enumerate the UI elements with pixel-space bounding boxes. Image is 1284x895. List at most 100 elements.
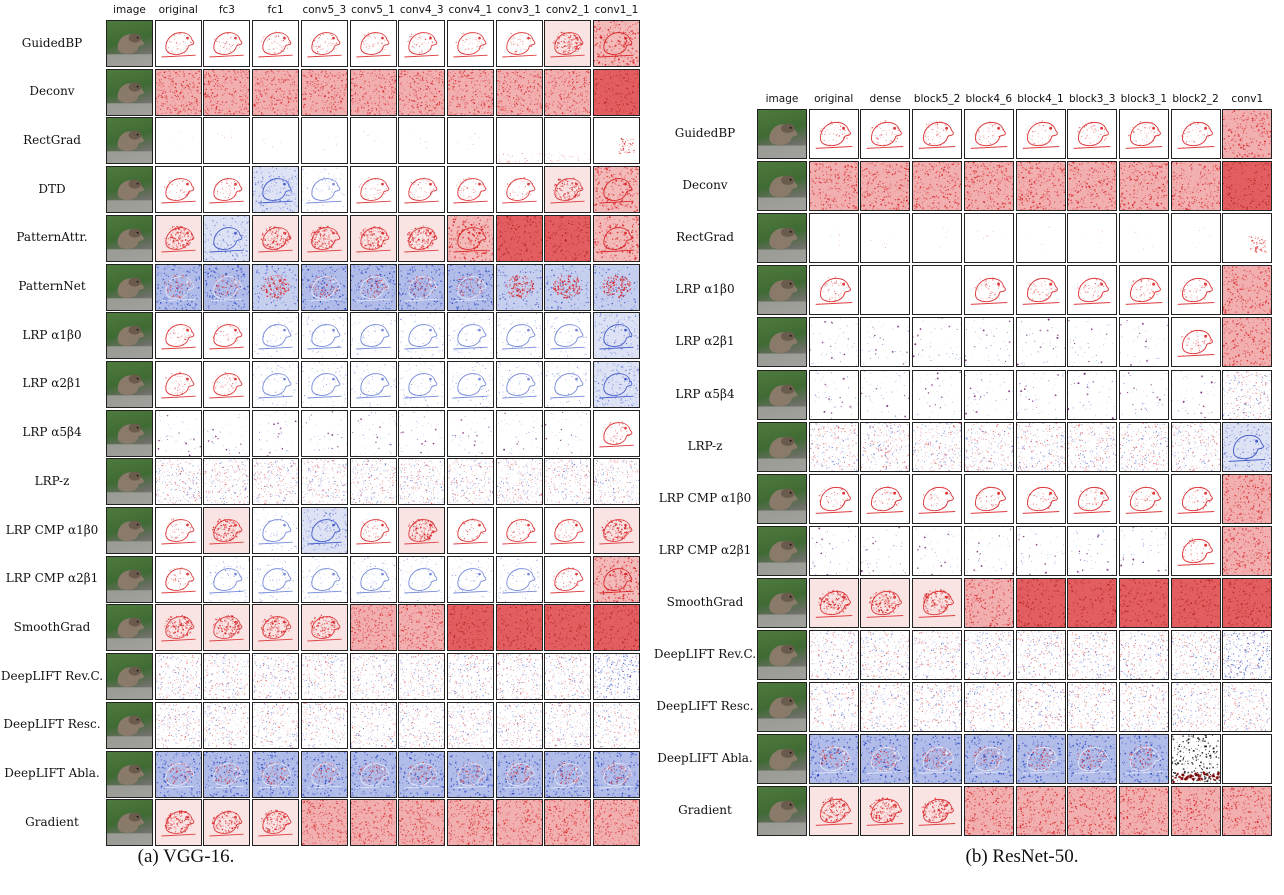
input-image-thumbnail <box>106 117 153 164</box>
attribution-map <box>544 751 591 798</box>
attribution-map <box>1171 526 1221 576</box>
heatmap <box>253 21 298 66</box>
heatmap <box>1223 214 1271 262</box>
heatmap <box>1223 110 1271 158</box>
attribution-map <box>912 682 962 732</box>
attribution-map <box>1222 317 1272 367</box>
bird-photo <box>758 371 806 419</box>
attribution-map <box>496 20 543 67</box>
bird-photo <box>107 313 152 358</box>
row-label: LRP α2β1 <box>645 334 765 348</box>
heatmap <box>810 735 858 783</box>
bird-photo <box>758 631 806 679</box>
heatmap <box>204 167 249 212</box>
attribution-map <box>350 799 397 846</box>
attribution-map <box>1222 474 1272 524</box>
bird-photo <box>758 110 806 158</box>
attribution-map <box>1119 109 1169 159</box>
attribution-map <box>301 751 348 798</box>
bird-photo <box>107 752 152 797</box>
heatmap <box>448 605 493 650</box>
heatmap <box>204 216 249 261</box>
attribution-map <box>809 474 859 524</box>
attribution-map <box>203 20 250 67</box>
attribution-map <box>301 166 348 213</box>
row-label: LRP-z <box>645 439 765 453</box>
heatmap <box>1223 683 1271 731</box>
heatmap <box>156 459 201 504</box>
heatmap <box>861 214 909 262</box>
attribution-map <box>544 799 591 846</box>
heatmap <box>302 557 347 602</box>
heatmap <box>253 800 298 845</box>
heatmap <box>497 118 542 163</box>
attribution-map <box>860 578 910 628</box>
heatmap <box>1068 631 1116 679</box>
attribution-map <box>252 702 299 749</box>
attribution-map <box>1171 734 1221 784</box>
attribution-map <box>496 702 543 749</box>
heatmap <box>399 118 444 163</box>
row-label: DeepLIFT Resc. <box>0 717 112 731</box>
heatmap <box>156 557 201 602</box>
attribution-map <box>1222 265 1272 315</box>
heatmap <box>351 70 396 115</box>
attribution-map <box>912 578 962 628</box>
heatmap <box>253 265 298 310</box>
input-image-thumbnail <box>106 69 153 116</box>
attribution-map <box>1119 370 1169 420</box>
heatmap <box>1172 423 1220 471</box>
attribution-map <box>1119 161 1169 211</box>
column-header: conv2_1 <box>544 4 591 16</box>
heatmap <box>253 362 298 407</box>
row-label: LRP α2β1 <box>0 376 112 390</box>
heatmap <box>1120 423 1168 471</box>
attribution-map <box>447 166 494 213</box>
column-header: block2_2 <box>1171 93 1221 105</box>
heatmap <box>594 411 639 456</box>
attribution-map <box>544 264 591 311</box>
heatmap <box>810 162 858 210</box>
attribution-map <box>203 653 250 700</box>
attribution-map <box>964 109 1014 159</box>
heatmap <box>253 118 298 163</box>
input-image-thumbnail <box>757 682 807 732</box>
heatmap <box>204 265 249 310</box>
attribution-map <box>203 410 250 457</box>
heatmap <box>965 371 1013 419</box>
heatmap <box>861 631 909 679</box>
attribution-map <box>1171 474 1221 524</box>
row-label: Gradient <box>0 815 112 829</box>
figure-caption: (a) VGG-16. <box>86 846 286 868</box>
attribution-map <box>350 312 397 359</box>
heatmap <box>204 459 249 504</box>
heatmap <box>399 70 444 115</box>
attribution-map <box>1119 786 1169 836</box>
attribution-map <box>1067 213 1117 263</box>
attribution-map <box>1171 161 1221 211</box>
row-label: LRP α1β0 <box>645 282 765 296</box>
heatmap <box>965 579 1013 627</box>
heatmap <box>810 371 858 419</box>
row-label: GuidedBP <box>0 36 112 50</box>
heatmap <box>399 362 444 407</box>
row-label: SmoothGrad <box>645 595 765 609</box>
attribution-map <box>203 69 250 116</box>
row-label: DeepLIFT Abla. <box>0 766 112 780</box>
heatmap <box>497 605 542 650</box>
row-label: Deconv <box>0 84 112 98</box>
heatmap <box>1223 527 1271 575</box>
attribution-map <box>203 264 250 311</box>
heatmap <box>545 313 590 358</box>
heatmap <box>204 70 249 115</box>
heatmap <box>1223 735 1271 783</box>
bird-photo <box>107 800 152 845</box>
attribution-map <box>398 751 445 798</box>
attribution-map <box>1016 682 1066 732</box>
attribution-map <box>809 422 859 472</box>
attribution-map <box>544 117 591 164</box>
heatmap <box>1223 371 1271 419</box>
heatmap <box>913 214 961 262</box>
attribution-map <box>593 117 640 164</box>
bird-photo <box>758 683 806 731</box>
